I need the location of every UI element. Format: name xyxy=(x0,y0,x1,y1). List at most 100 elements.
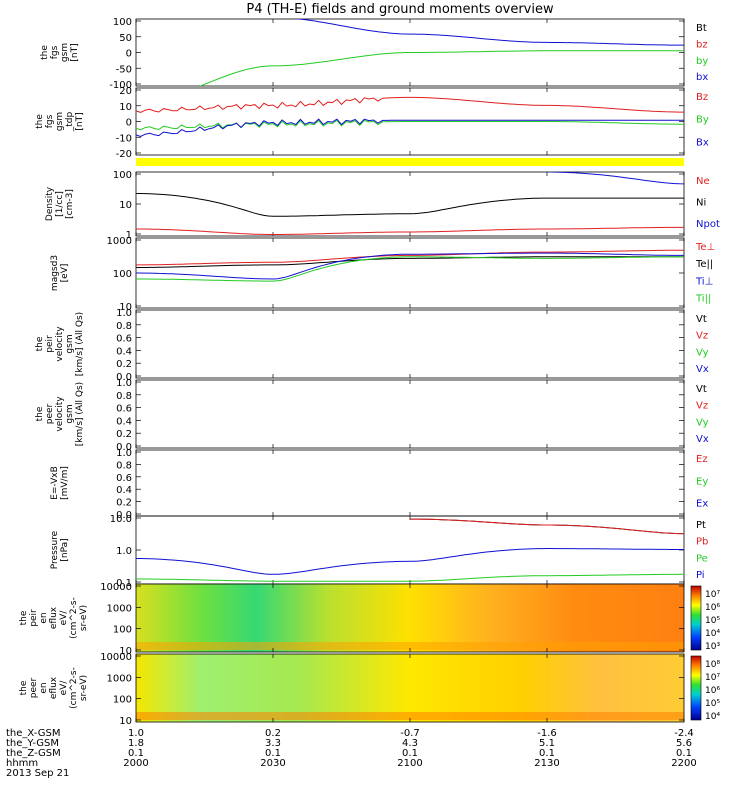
legend-entry-Pb: Pb xyxy=(696,537,708,548)
y-axis-label-line: [nT] xyxy=(75,112,85,130)
y-tick-label: 100 xyxy=(113,695,132,706)
x-row-value: 2030 xyxy=(260,758,285,769)
y-axis-label-line: the xyxy=(35,406,45,421)
y-axis-label-line: fgs xyxy=(50,45,60,59)
y-tick-label: 20 xyxy=(119,86,132,97)
coverage-bar xyxy=(136,158,684,166)
y-axis-label-line: sr-eV) xyxy=(79,675,89,701)
y-axis-label-line: (cm^2-s- xyxy=(69,597,79,639)
legend-entry-Pt: Pt xyxy=(696,520,706,531)
y-axis-label: the peer en eflux eV/(cm^2-s-sr-eV) xyxy=(19,667,89,709)
series-By xyxy=(136,119,684,131)
legend-entry-Bt: Bt xyxy=(696,23,707,34)
colorbar-tick-label: 10³ xyxy=(705,642,720,652)
colorbar-tick-label: 10⁸ xyxy=(705,660,720,670)
y-axis-label-line: [km/s] (All Qs) xyxy=(75,312,85,376)
series-group-p3 xyxy=(136,172,684,235)
colorbar-tick-label: 10⁴ xyxy=(705,629,720,639)
y-axis-label-line: the xyxy=(35,114,45,129)
panel-p6: 1.0 0.8 0.60.4 0.2 0.0 the peer velocity gsm [km/… xyxy=(35,378,709,453)
x-row-value: 4.3 xyxy=(402,738,418,749)
y-tick-label: 0.2 xyxy=(116,429,132,440)
y-tick-label: 0.4 xyxy=(116,346,132,357)
legend-entry-Ni: Ni xyxy=(696,198,706,209)
panel-p7: 1.00.8 0.60.4 0.20.0 E=-VxB [mV/m] Ez Ey Ex xyxy=(50,448,708,521)
x-row-value: 0.1 xyxy=(676,748,692,759)
panel-frame xyxy=(135,171,685,237)
y-axis-label-line: the xyxy=(19,610,29,625)
y-tick-label: 0.4 xyxy=(116,485,132,496)
y-tick-label: 1000 xyxy=(107,603,132,614)
y-axis-label-line: [nPa] xyxy=(60,538,70,561)
y-tick-label: 0.6 xyxy=(116,404,132,415)
panel-p1: 100 50 0 -50 -100 the fgs gsm [nT] Bt bz by bx xyxy=(40,17,708,91)
y-tick-label: 10 xyxy=(119,302,132,313)
x-row-value: -1.6 xyxy=(537,728,557,739)
y-axis-label-line: gsm xyxy=(65,334,75,353)
y-tick-label: 10000 xyxy=(100,652,132,663)
legend-entry-Pi: Pi xyxy=(696,570,705,581)
y-tick-label: 0.6 xyxy=(116,334,132,345)
series-Te⊥ xyxy=(136,249,684,266)
spectrogram-low-energy-band xyxy=(136,712,684,720)
y-axis-label: Pressure [nPa] xyxy=(50,530,70,569)
y-axis-label-line: peer xyxy=(45,403,55,424)
y-axis-label: Density [1/cc] [cm-3] xyxy=(45,186,75,221)
series-Pe xyxy=(136,573,684,582)
y-tick-label: 1000 xyxy=(107,236,132,247)
legend-entry-Vx: Vx xyxy=(696,364,709,375)
legend-entry-Vz: Vz xyxy=(696,331,708,342)
date-label: 2013 Sep 21 xyxy=(6,768,69,779)
x-row-value: 3.3 xyxy=(265,738,281,749)
y-tick-label: 10 xyxy=(119,646,132,657)
series-Npot xyxy=(547,172,684,185)
x-row-value: 0.1 xyxy=(265,748,281,759)
y-axis-label-line: gsm xyxy=(65,404,75,423)
y-axis-label-line: en xyxy=(39,682,49,693)
y-axis-label-line: [km/s] (All Qs) xyxy=(75,382,85,446)
legend-entry-Ti||: Ti|| xyxy=(695,294,711,305)
y-axis-label-line: magsd3 xyxy=(50,255,60,291)
y-tick-label: 10 xyxy=(119,102,132,113)
legend-entry-Bz: Bz xyxy=(696,92,708,103)
x-row-value: -0.7 xyxy=(400,728,420,739)
y-tick-label: 50 xyxy=(119,33,132,44)
y-tick-label: 0.2 xyxy=(116,359,132,370)
panel-p3: 100 10 1 Density [1/cc] [cm-3] Ne Ni Npot xyxy=(45,170,720,241)
y-tick-label: 10.0 xyxy=(110,514,132,525)
legend-entry-Vt: Vt xyxy=(696,384,707,395)
x-row-label: the_Z-GSM xyxy=(6,748,61,759)
panel-p5: 1.0 0.8 0.60.4 0.2 0.0 the peir velocity gsm [km/… xyxy=(35,308,709,383)
series-Ti⊥ xyxy=(136,252,684,280)
y-axis-label-line: _tdp xyxy=(65,111,75,132)
x-axis-table: the_X-GSM 1.0 0.2 -0.7 -1.6 -2.4 the_Y-GSM 1.8 3… xyxy=(6,728,697,779)
y-axis-label-line: (cm^2-s- xyxy=(69,667,79,709)
colorbar xyxy=(690,655,702,721)
y-axis-label: the peir en eflux eV/(cm^2-s-sr-eV) xyxy=(19,597,89,639)
x-row-value: 2100 xyxy=(397,758,422,769)
legend-entry-Pe: Pe xyxy=(696,553,708,564)
y-axis-label-line: en xyxy=(39,612,49,623)
colorbar-tick-label: 10⁵ xyxy=(705,616,720,626)
y-axis-label-line: peir xyxy=(45,335,55,353)
y-axis-label-line: eflux xyxy=(49,606,59,629)
y-tick-label: 0.0 xyxy=(116,442,132,453)
legend-entry-bz: bz xyxy=(696,39,708,50)
panel-frame xyxy=(135,515,685,585)
legend-entry-Vz: Vz xyxy=(696,401,708,412)
y-tick-label: 0 xyxy=(126,49,132,60)
panel-frame xyxy=(135,449,685,517)
y-axis-label-line: [mV/m] xyxy=(60,466,70,500)
legend-entry-Ex: Ex xyxy=(696,499,708,510)
panel-frame xyxy=(135,237,685,309)
y-axis-label-line: Density xyxy=(45,186,55,221)
y-axis-label-line: peer xyxy=(29,677,39,698)
y-tick-label: 100 xyxy=(113,269,132,280)
panel-frame xyxy=(135,309,685,379)
y-tick-label: 1.0 xyxy=(116,378,132,389)
y-tick-label: 0.0 xyxy=(116,372,132,383)
legend-entry-Ey: Ey xyxy=(696,476,708,487)
colorbar xyxy=(690,585,702,651)
legend-entry-bx: bx xyxy=(696,72,708,83)
y-axis-label-line: Pressure xyxy=(50,530,60,569)
